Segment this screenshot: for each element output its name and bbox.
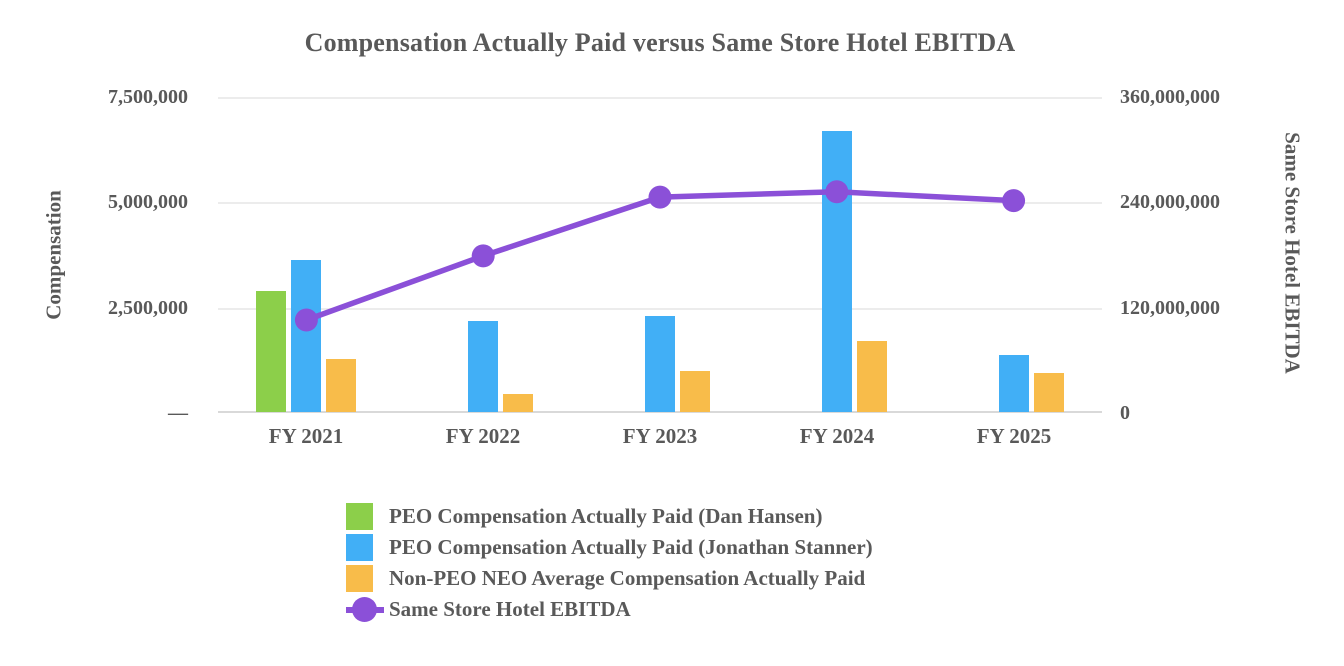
left-axis-tick-7500000: 7,500,000 bbox=[108, 86, 188, 108]
bar-series2-fy-2022 bbox=[503, 394, 534, 412]
ebitda-line-layer bbox=[294, 180, 1026, 332]
ebitda-line bbox=[305, 189, 1014, 323]
bar-series1-fy-2021 bbox=[291, 260, 322, 412]
legend: PEO Compensation Actually Paid (Dan Hans… bbox=[346, 502, 873, 626]
bar-series2-fy-2025 bbox=[1033, 373, 1064, 412]
right-axis-tick-0: 0 bbox=[1120, 402, 1130, 424]
ebitda-point-fy-2022 bbox=[471, 244, 495, 268]
chart-title: Compensation Actually Paid versus Same S… bbox=[304, 28, 1016, 57]
right-axis-tick-120000000: 120,000,000 bbox=[1120, 297, 1220, 319]
x-label-fy2024: FY 2024 bbox=[799, 424, 875, 448]
left-axis-tick-5000000: 5,000,000 bbox=[108, 191, 188, 213]
right-axis-title: Same Store Hotel EBITDA bbox=[1280, 132, 1305, 374]
legend-label-non-peo-neo: Non-PEO NEO Average Compensation Actuall… bbox=[389, 565, 866, 590]
ebitda-point-fy-2024 bbox=[825, 180, 849, 204]
ebitda-point-fy-2025 bbox=[1002, 189, 1026, 213]
blue-swatch-icon bbox=[346, 533, 373, 561]
legend-item-peo-jonathan-stanner: PEO Compensation Actually Paid (Jonathan… bbox=[346, 533, 873, 561]
bar-series1-fy-2025 bbox=[998, 354, 1029, 412]
legend-label-peo-dan-hansen: PEO Compensation Actually Paid (Dan Hans… bbox=[389, 503, 823, 528]
bar-series2-fy-2024 bbox=[856, 341, 887, 412]
right-axis-tick-360000000: 360,000,000 bbox=[1120, 86, 1220, 108]
x-label-fy2022: FY 2022 bbox=[445, 424, 521, 448]
bar-series0-fy-2021 bbox=[256, 290, 287, 412]
orange-swatch-icon bbox=[346, 564, 373, 592]
bar-series1-fy-2022 bbox=[468, 320, 499, 412]
bar-series2-fy-2021 bbox=[326, 358, 357, 412]
gridline-middle-lower bbox=[218, 308, 1102, 310]
left-axis-tick-zero-dash: — bbox=[168, 402, 188, 424]
gridline-top bbox=[218, 97, 1102, 99]
green-swatch-icon bbox=[346, 502, 373, 530]
bar-series1-fy-2024 bbox=[821, 131, 852, 412]
legend-label-peo-jonathan-stanner: PEO Compensation Actually Paid (Jonathan… bbox=[389, 534, 873, 559]
legend-item-same-store-hotel-ebitda: Same Store Hotel EBITDA bbox=[346, 595, 873, 623]
legend-label-same-store-hotel-ebitda: Same Store Hotel EBITDA bbox=[389, 596, 631, 621]
x-label-fy2023: FY 2023 bbox=[622, 424, 698, 448]
purple-line-marker-icon bbox=[346, 596, 384, 623]
bar-series2-fy-2023 bbox=[680, 371, 710, 412]
bar-series1-fy-2023 bbox=[645, 315, 675, 412]
x-axis-baseline bbox=[218, 411, 1102, 413]
x-label-fy2025: FY 2025 bbox=[976, 424, 1052, 448]
ebitda-point-fy-2023 bbox=[648, 185, 672, 209]
legend-item-non-peo-neo: Non-PEO NEO Average Compensation Actuall… bbox=[346, 564, 873, 592]
x-label-fy2021: FY 2021 bbox=[268, 424, 344, 448]
right-axis-tick-240000000: 240,000,000 bbox=[1120, 191, 1220, 213]
ebitda-point-fy-2021 bbox=[294, 308, 318, 332]
legend-item-peo-dan-hansen: PEO Compensation Actually Paid (Dan Hans… bbox=[346, 502, 873, 530]
left-axis-tick-2500000: 2,500,000 bbox=[108, 297, 188, 319]
plot-area bbox=[218, 97, 1102, 413]
